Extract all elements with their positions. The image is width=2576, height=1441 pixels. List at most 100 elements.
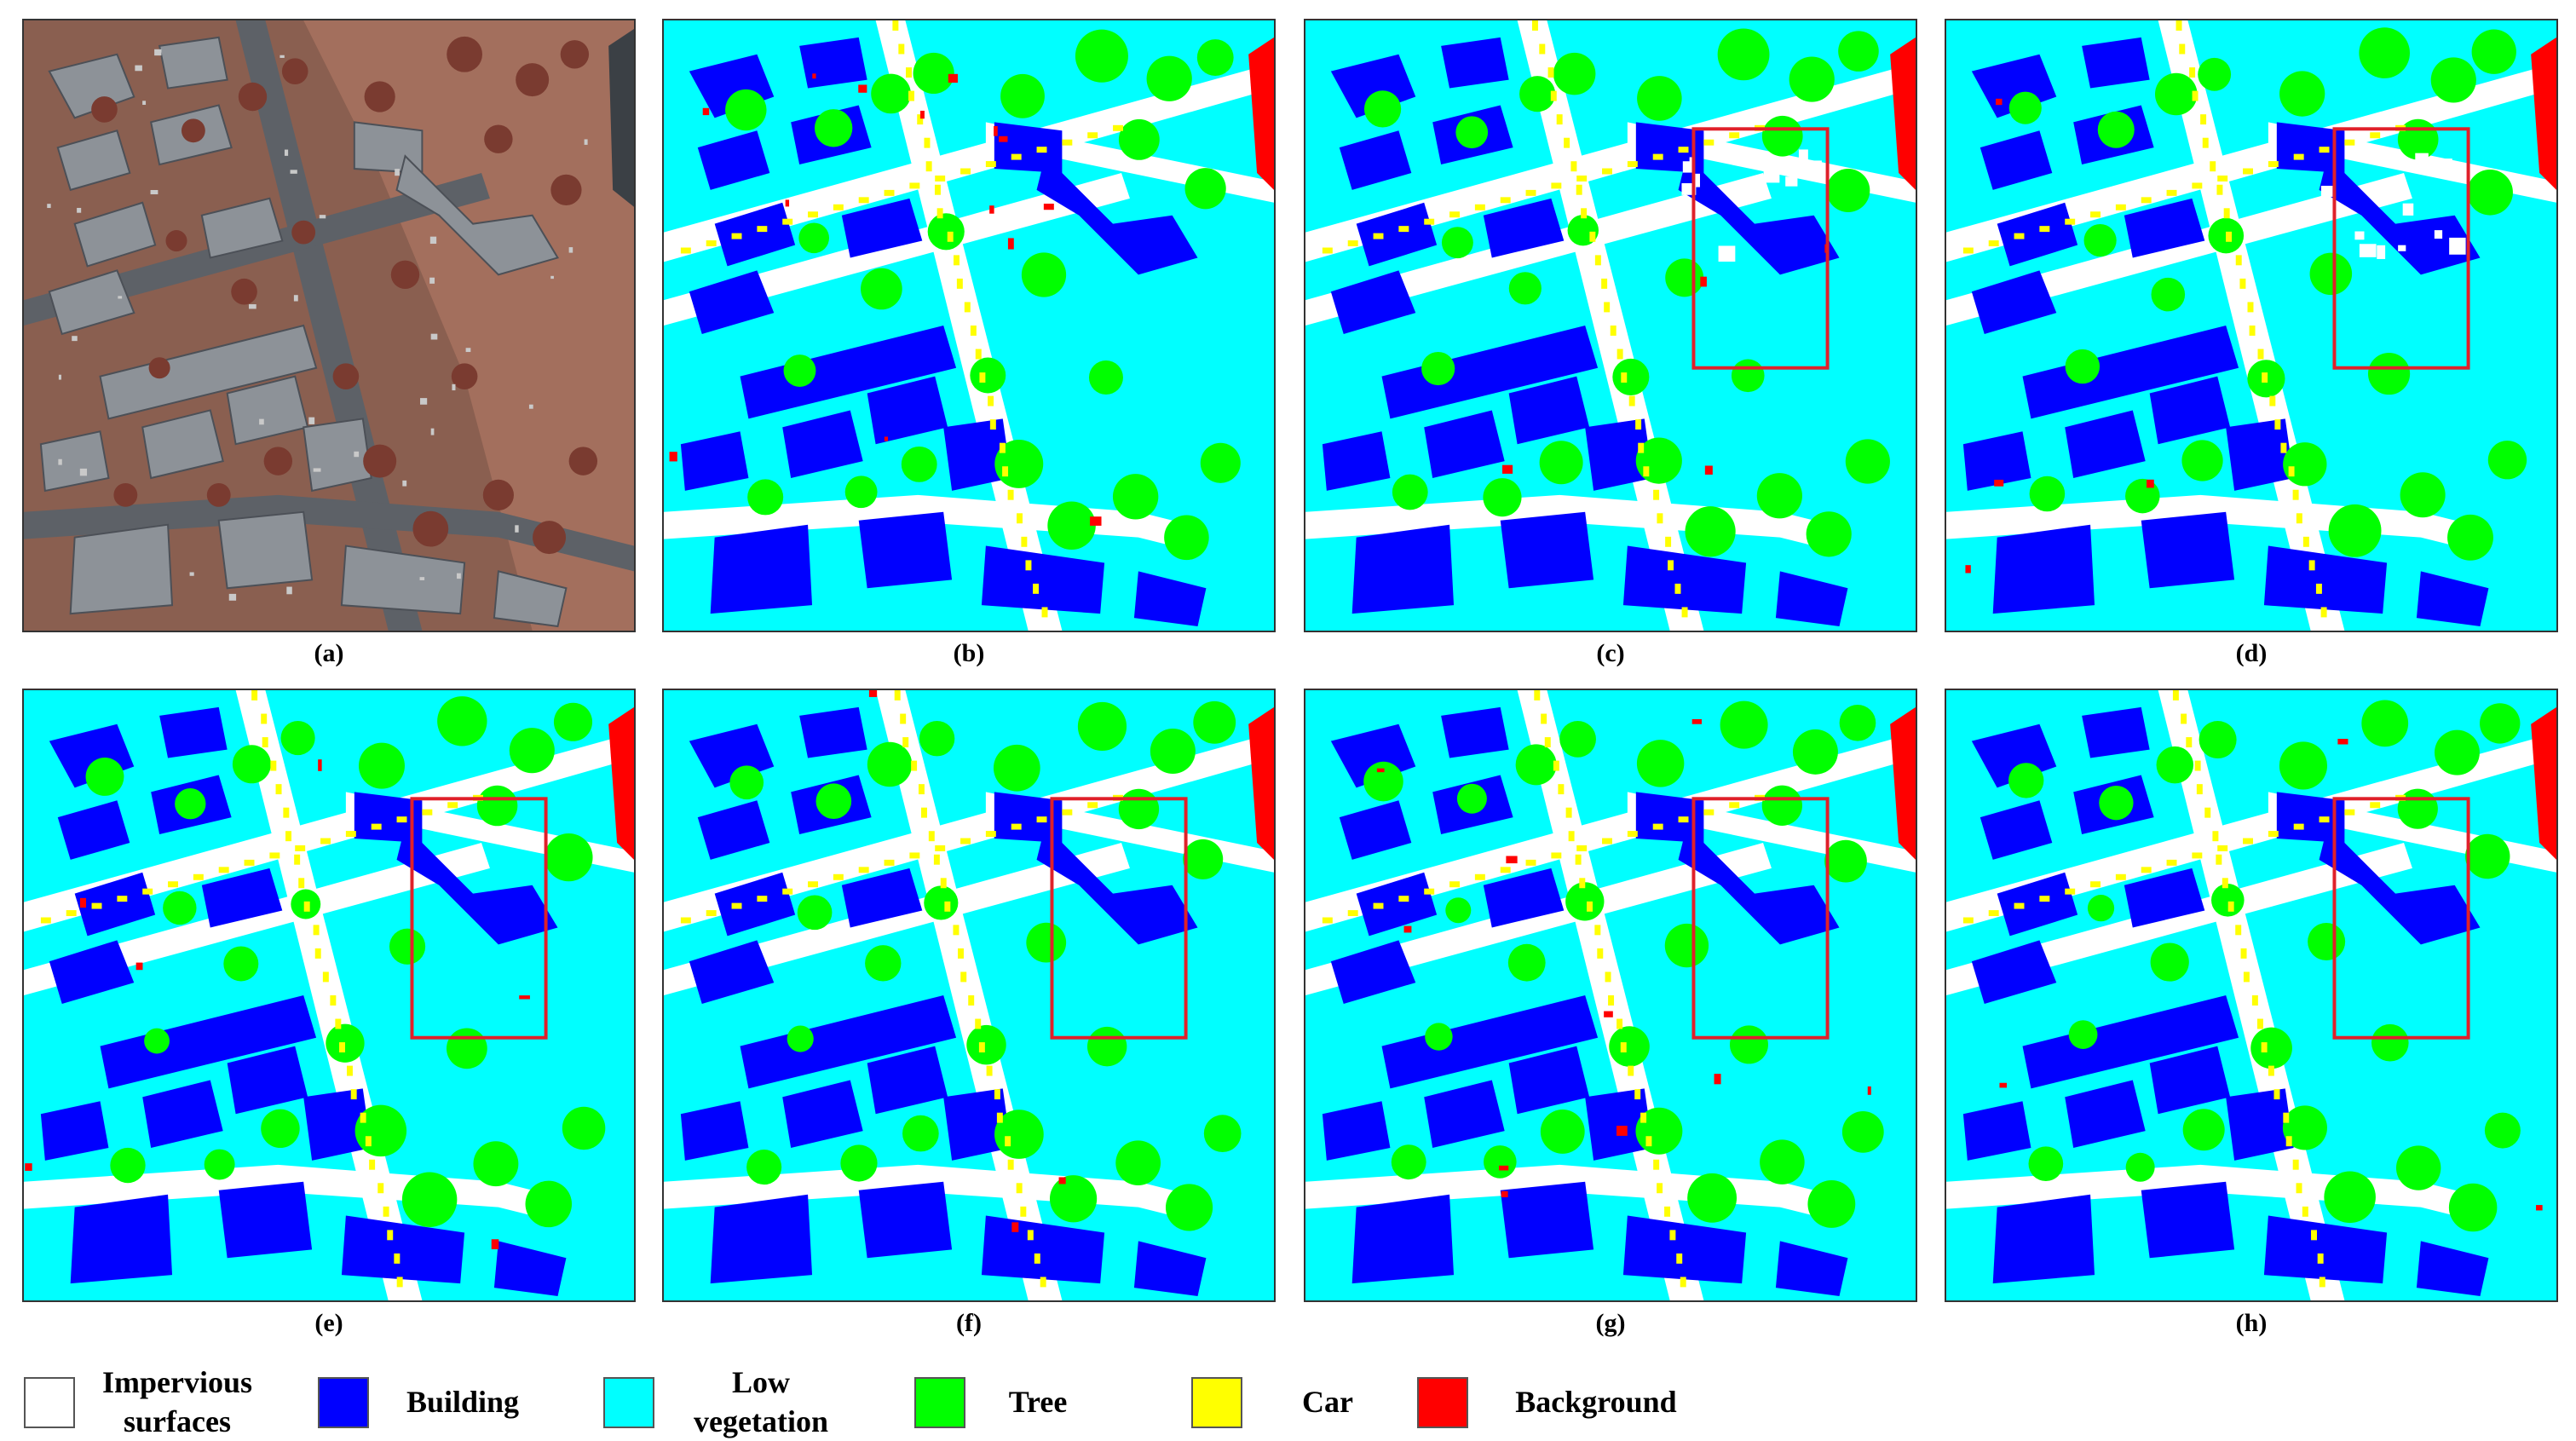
car (1531, 20, 1538, 31)
tree (1146, 55, 1192, 101)
car (284, 149, 289, 156)
misclassified-patch (1687, 205, 1695, 216)
car (1373, 902, 1384, 909)
background-patch (1501, 1190, 1508, 1197)
car (350, 1089, 357, 1100)
car (168, 881, 178, 888)
panel-caption: (e) (314, 1309, 343, 1337)
road (1946, 843, 2412, 995)
building (1962, 431, 2031, 491)
building (303, 1088, 372, 1161)
car (308, 417, 315, 424)
car (1627, 831, 1638, 838)
building (2319, 826, 2481, 945)
car (1602, 838, 1612, 844)
building (714, 872, 796, 937)
car (1500, 867, 1511, 873)
car (934, 184, 941, 195)
tree (1664, 923, 1709, 968)
tree (2484, 1112, 2521, 1149)
car (1553, 760, 1559, 771)
tree (2250, 1027, 2292, 1069)
road (664, 173, 1130, 326)
tree (2279, 71, 2325, 117)
car (286, 586, 292, 595)
car (1544, 737, 1551, 748)
background-patch (1700, 276, 1707, 287)
tree (1483, 478, 1522, 517)
tree (1193, 700, 1236, 744)
car (2243, 168, 2253, 175)
car (1664, 1206, 1671, 1217)
background-patch (948, 73, 958, 84)
car (2243, 838, 2253, 844)
tree (163, 891, 197, 925)
tree (994, 1110, 1044, 1159)
background-region (2531, 706, 2556, 860)
tree (1118, 788, 1160, 830)
building-roof (48, 269, 135, 336)
background-patch (868, 690, 878, 697)
car (2285, 1136, 2292, 1147)
car (1608, 995, 1615, 1006)
tree (871, 73, 911, 114)
background-patch (1704, 465, 1713, 475)
building (740, 995, 957, 1089)
car (1020, 1206, 1027, 1217)
building (1381, 995, 1599, 1089)
car (1628, 1065, 1634, 1076)
misclassified-patch (1682, 161, 1695, 173)
panel-b: (b) (662, 19, 1276, 668)
car (1576, 175, 1588, 182)
car (947, 231, 954, 242)
misclassified-patch (2398, 245, 2406, 251)
building (841, 867, 923, 928)
car (248, 304, 256, 309)
building (1508, 376, 1590, 445)
building (689, 940, 775, 1004)
legend-swatch (1417, 1377, 1468, 1428)
background-patch (25, 1163, 32, 1171)
building (2141, 1181, 2235, 1259)
car (1002, 466, 1009, 477)
tree-canopy (484, 124, 513, 153)
misclassified-patch (2359, 244, 2377, 257)
car (330, 995, 337, 1006)
car (1597, 948, 1604, 959)
background-patch (785, 199, 790, 207)
tree (2282, 1105, 2327, 1150)
car (975, 349, 982, 360)
car (77, 207, 82, 213)
car (261, 713, 268, 724)
building (2022, 995, 2239, 1089)
tree-canopy (363, 444, 397, 478)
segmentation-map (1304, 19, 1917, 632)
car (1025, 560, 1032, 571)
car (2344, 139, 2355, 146)
car (2262, 372, 2268, 383)
building-roof (217, 510, 314, 590)
car (2212, 831, 2219, 842)
car (911, 760, 918, 771)
tree (844, 476, 878, 509)
building (1775, 571, 1848, 627)
building-roof (200, 197, 284, 259)
car (218, 867, 229, 873)
car (1525, 189, 1536, 196)
building (1585, 1088, 1653, 1161)
car (303, 901, 310, 912)
background-patch (519, 995, 530, 1000)
tree-canopy (390, 260, 420, 290)
car (731, 233, 742, 239)
segmentation-map (1945, 689, 2558, 1302)
car (285, 831, 292, 842)
background-region (2531, 37, 2556, 190)
tree (2068, 1020, 2098, 1049)
tree (1540, 1110, 1585, 1154)
segmentation-map (662, 19, 1276, 632)
tree (2308, 922, 2346, 961)
car (251, 690, 258, 700)
car (988, 395, 994, 406)
building (2065, 410, 2146, 478)
tree-canopy (165, 230, 187, 252)
